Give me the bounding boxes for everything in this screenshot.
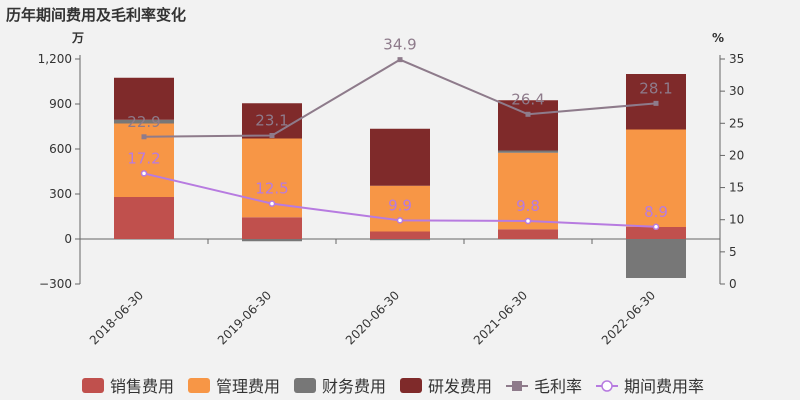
y-right-tick-label: 35 xyxy=(729,52,744,66)
chart-title: 历年期间费用及毛利率变化 xyxy=(6,6,187,24)
legend-swatch xyxy=(188,378,210,393)
y-left-unit: 万 xyxy=(71,31,84,45)
legend-item: 管理费用 xyxy=(188,377,280,396)
line-毛利率 xyxy=(143,58,657,138)
bar-财务费用 xyxy=(242,239,302,242)
legend-item: 研发费用 xyxy=(400,377,492,396)
data-label-毛利率: 22.9 xyxy=(127,113,160,131)
y-left-tick-label: 900 xyxy=(49,97,72,111)
y-left-tick-label: 0 xyxy=(64,232,72,246)
point-期间费用率 xyxy=(652,223,660,231)
bar-销售费用 xyxy=(242,217,302,239)
data-label-期间费用率: 8.9 xyxy=(644,203,668,221)
data-label-期间费用率: 9.9 xyxy=(388,196,412,214)
bar-销售费用 xyxy=(626,227,686,239)
bar-研发费用 xyxy=(370,128,430,186)
bar-销售费用 xyxy=(498,229,558,239)
legend-label: 销售费用 xyxy=(110,377,174,396)
data-label-毛利率: 26.4 xyxy=(511,90,544,108)
bar-管理费用 xyxy=(626,129,686,227)
data-label-期间费用率: 9.8 xyxy=(516,197,540,215)
bar-研发费用 xyxy=(498,100,558,151)
y-right-tick-label: 15 xyxy=(729,181,744,195)
data-label-毛利率: 23.1 xyxy=(255,112,288,130)
legend-marker xyxy=(512,381,522,391)
legend-item: 销售费用 xyxy=(82,377,174,396)
legend-swatch xyxy=(82,378,104,393)
point-期间费用率 xyxy=(268,200,276,207)
y-right-tick-label: 0 xyxy=(729,277,737,291)
y-left-tick-label: 600 xyxy=(49,142,72,156)
point-期间费用率 xyxy=(396,217,404,224)
point-毛利率 xyxy=(269,133,275,138)
y-right-tick-label: 10 xyxy=(729,213,744,227)
legend-item: 财务费用 xyxy=(294,377,386,396)
bar-销售费用 xyxy=(370,231,430,239)
legend-swatch xyxy=(294,378,316,393)
y-right-tick-label: 20 xyxy=(729,148,744,162)
point-毛利率 xyxy=(653,100,659,106)
lines: 22.9 23.1 34.9 26.4 28.1 17.2 12.5 9.9 9.8 8.9 xyxy=(127,36,673,231)
y-left-tick-label: 300 xyxy=(49,187,72,201)
y-right-tick-label: 25 xyxy=(729,116,744,130)
legend: 销售费用 管理费用 财务费用 研发费用 毛利率 期间费用率 xyxy=(82,377,704,396)
bars xyxy=(114,74,686,278)
bar-财务费用 xyxy=(370,239,430,241)
legend-item: 毛利率 xyxy=(506,377,582,396)
x-tick-label: 2022-06-30 xyxy=(599,288,658,347)
legend-swatch xyxy=(400,378,422,393)
point-期间费用率 xyxy=(524,217,532,225)
point-期间费用率 xyxy=(140,170,148,177)
bar-管理费用 xyxy=(498,152,558,230)
y-left-tick-label: 1,200 xyxy=(38,52,72,66)
bar-财务费用 xyxy=(626,239,686,278)
bar-销售费用 xyxy=(114,197,174,239)
legend-label: 管理费用 xyxy=(216,377,280,396)
legend-item: 期间费用率 xyxy=(596,377,704,396)
legend-marker xyxy=(601,380,613,392)
bar-管理费用 xyxy=(370,185,430,232)
x-tick-label: 2020-06-30 xyxy=(343,288,402,347)
point-毛利率 xyxy=(525,111,531,117)
data-label-毛利率: 28.1 xyxy=(639,79,672,97)
bar-研发费用 xyxy=(242,103,302,139)
y-right-tick-label: 5 xyxy=(729,245,737,259)
y-left-tick-label: −300 xyxy=(39,277,72,291)
point-毛利率 xyxy=(397,57,403,63)
y-right-unit: % xyxy=(712,31,724,45)
x-tick-label: 2018-06-30 xyxy=(87,288,146,347)
point-毛利率 xyxy=(141,134,147,140)
data-label-期间费用率: 12.5 xyxy=(255,180,288,198)
x-tick-label: 2019-06-30 xyxy=(215,288,274,347)
legend-label: 研发费用 xyxy=(428,377,492,396)
legend-label: 期间费用率 xyxy=(624,377,704,396)
y-right-tick-label: 30 xyxy=(729,84,744,98)
x-tick-label: 2021-06-30 xyxy=(471,288,530,347)
legend-label: 财务费用 xyxy=(322,377,386,396)
data-label-期间费用率: 17.2 xyxy=(127,149,160,167)
legend-label: 毛利率 xyxy=(534,377,582,396)
bar-研发费用 xyxy=(114,77,174,120)
bar-财务费用 xyxy=(114,119,174,124)
bar-财务费用 xyxy=(498,150,558,153)
data-label-毛利率: 34.9 xyxy=(383,36,416,54)
